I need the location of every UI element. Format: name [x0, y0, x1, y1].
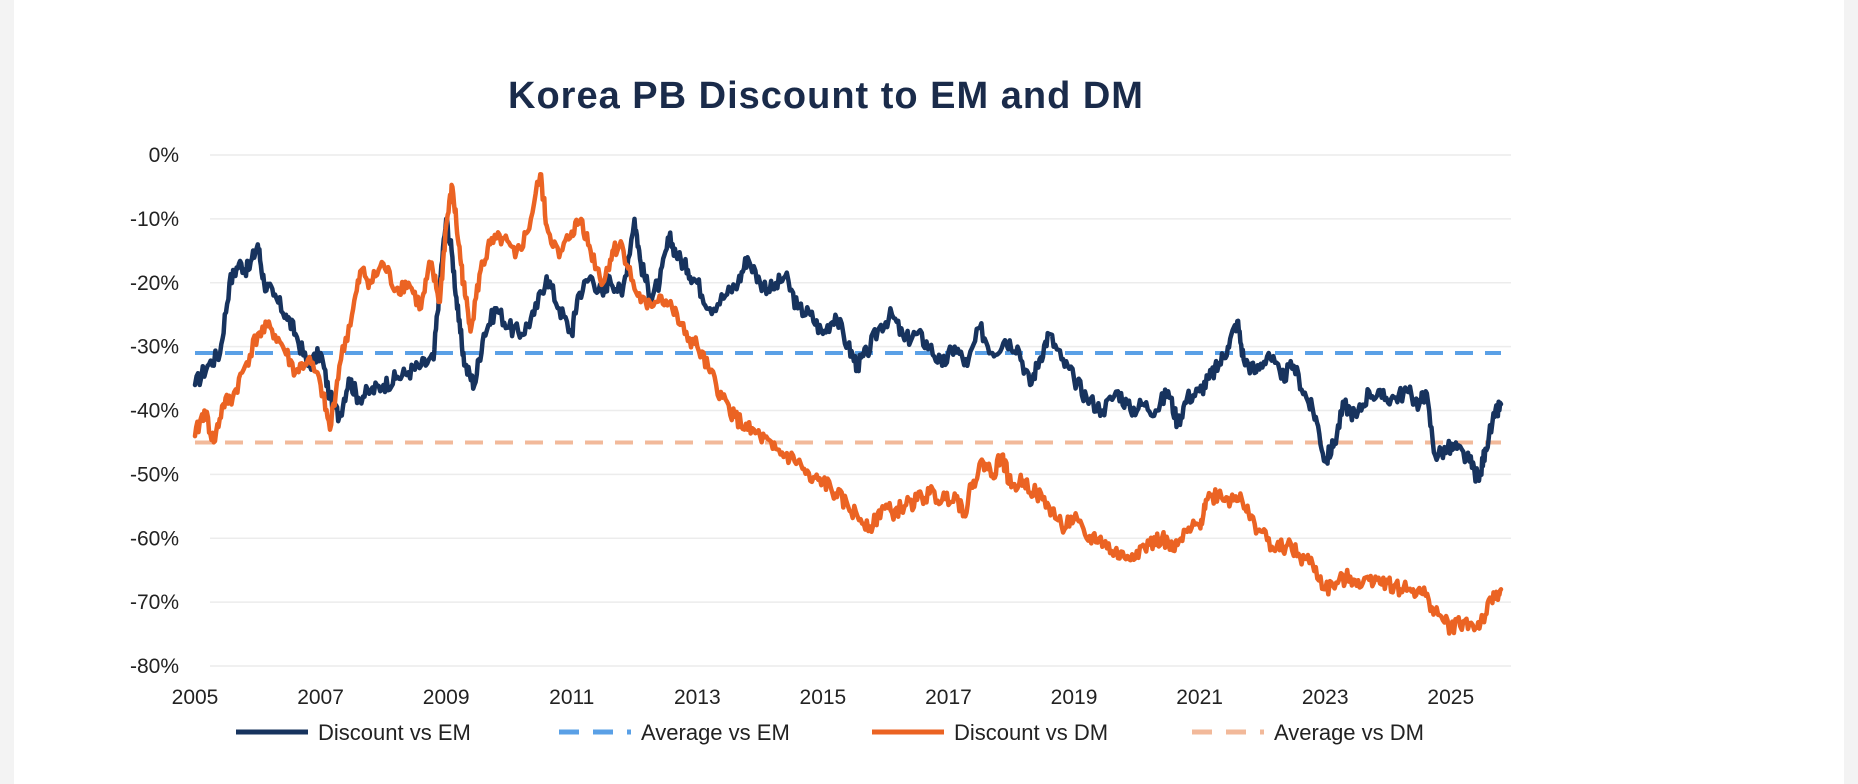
legend-item-discount-vs-em: Discount vs EM [236, 720, 471, 745]
y-tick-label: -10% [130, 208, 179, 231]
series-layer [192, 171, 1504, 636]
discount-vs-dm-line [192, 171, 1504, 636]
y-tick-label: -70% [130, 591, 179, 614]
discount-vs-em-line [192, 215, 1504, 484]
chart-title: Korea PB Discount to EM and DM [508, 75, 1144, 117]
x-tick-label: 2013 [674, 686, 721, 709]
legend-item-average-vs-em: Average vs EM [559, 720, 790, 745]
y-axis: 0% -10% -20% -30% -40% -50% -60% -70% -80% [130, 144, 179, 678]
chart-page: Korea PB Discount to EM and DM 0% -10% -20… [14, 0, 1844, 784]
y-tick-label: -50% [130, 463, 179, 486]
y-tick-label: -30% [130, 336, 179, 359]
legend-item-discount-vs-dm: Discount vs DM [872, 720, 1108, 745]
y-tick-label: -60% [130, 527, 179, 550]
x-tick-label: 2005 [172, 686, 219, 709]
x-tick-label: 2025 [1427, 686, 1474, 709]
x-tick-label: 2007 [297, 686, 344, 709]
legend-label: Discount vs EM [318, 720, 471, 745]
x-tick-label: 2011 [549, 686, 594, 709]
chart: Korea PB Discount to EM and DM 0% -10% -20… [130, 75, 1511, 745]
legend-label: Average vs DM [1274, 720, 1424, 745]
y-tick-label: -40% [130, 400, 179, 423]
x-tick-label: 2021 [1176, 686, 1223, 709]
y-tick-label: -20% [130, 272, 179, 295]
x-tick-label: 2009 [423, 686, 470, 709]
legend-label: Discount vs DM [954, 720, 1108, 745]
x-axis: 2005 2007 2009 2011 2013 2015 2017 2019 2021 2023… [172, 686, 1474, 709]
legend: Discount vs EM Average vs EM Discount vs D… [236, 720, 1424, 745]
x-tick-label: 2019 [1051, 686, 1098, 709]
grid [210, 154, 1511, 667]
y-tick-label: 0% [149, 144, 179, 167]
legend-label: Average vs EM [641, 720, 790, 745]
y-tick-label: -80% [130, 655, 179, 678]
legend-item-average-vs-dm: Average vs DM [1192, 720, 1424, 745]
x-tick-label: 2015 [800, 686, 847, 709]
x-tick-label: 2023 [1302, 686, 1349, 709]
x-tick-label: 2017 [925, 686, 972, 709]
